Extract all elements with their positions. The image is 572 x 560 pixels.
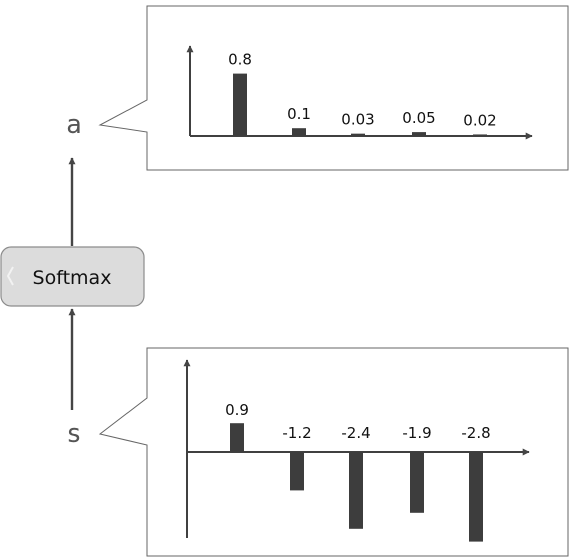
- output-value-label-5: 0.02: [463, 111, 496, 129]
- input-bar-3: [349, 452, 363, 529]
- input-value-label-5: -2.8: [461, 424, 490, 442]
- output-bar-chart: 0.8 0.1 0.03 0.05 0.02: [228, 51, 497, 136]
- output-value-label-3: 0.03: [341, 111, 374, 129]
- input-value-label-2: -1.2: [282, 424, 311, 442]
- output-value-label-1: 0.8: [228, 51, 252, 69]
- softmax-node: [0, 246, 145, 307]
- output-bar-1: [233, 73, 247, 136]
- input-vector-label: s: [66, 419, 82, 449]
- input-bar-4: [410, 452, 424, 513]
- output-value-label-4: 0.05: [402, 109, 435, 127]
- output-bar-5: [473, 134, 487, 136]
- chevron-left-icon: [6, 266, 14, 286]
- input-value-label-1: 0.9: [225, 401, 249, 419]
- output-vector-label: a: [66, 110, 82, 140]
- output-value-label-2: 0.1: [287, 105, 311, 123]
- softmax-label: Softmax: [33, 267, 112, 289]
- input-bar-5: [469, 452, 483, 542]
- output-bar-2: [292, 128, 306, 136]
- input-bar-2: [290, 452, 304, 491]
- input-value-label-4: -1.9: [402, 424, 431, 442]
- input-value-label-3: -2.4: [341, 424, 370, 442]
- output-bar-3: [351, 133, 365, 136]
- input-bar-chart: 0.9 -1.2 -2.4 -1.9 -2.8: [225, 401, 491, 542]
- output-callout-frame: [98, 5, 569, 171]
- input-bar-1: [230, 423, 244, 452]
- output-bar-4: [412, 132, 426, 136]
